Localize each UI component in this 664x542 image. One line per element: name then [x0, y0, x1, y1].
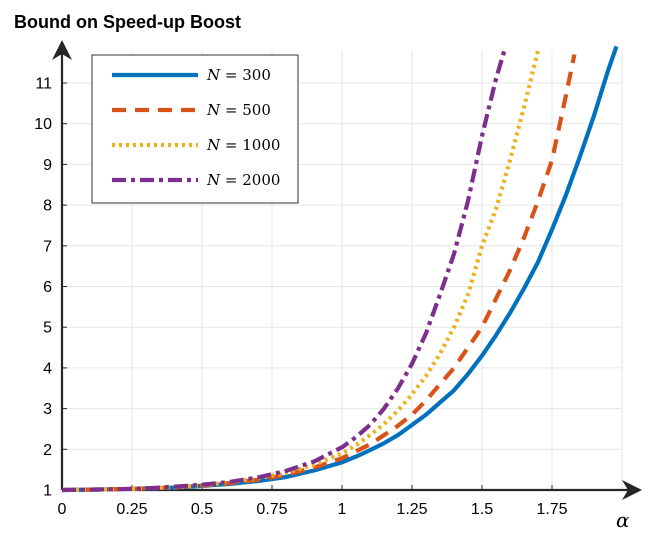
legend-label-variable: N [206, 171, 221, 189]
y-tick-label: 11 [35, 76, 52, 93]
x-tick-label: 1 [338, 501, 347, 518]
x-axis-label: α [616, 508, 630, 532]
legend-box [91, 54, 299, 204]
x-tick-label: 1.75 [536, 501, 567, 518]
series-line-4 [61, 49, 507, 493]
x-tick-label: 0 [58, 501, 67, 518]
y-tick-label: 2 [43, 442, 52, 459]
y-axis-arrow-icon [52, 40, 72, 60]
legend-label-variable: N [206, 66, 221, 84]
y-tick-label: 5 [43, 320, 52, 337]
y-tick-label: 10 [34, 116, 52, 133]
y-tick-label: 8 [43, 198, 52, 215]
data-series [61, 45, 619, 493]
tick-labels: 0 0.25 0.5 0.75 1 1.25 1.5 1.75 1 2 3 4 5 6 7 8 9 10 11 [34, 76, 567, 519]
x-tick-label: 1.25 [396, 501, 427, 518]
x-tick-label: 1.5 [471, 501, 493, 518]
x-tick-label: 0.75 [256, 501, 287, 518]
x-axis-arrow-icon [622, 480, 642, 500]
y-tick-label: 3 [43, 401, 52, 418]
chart-title: Bound on Speed-up Boost [14, 12, 241, 32]
y-tick-label: 9 [43, 157, 52, 174]
y-tick-label: 7 [43, 238, 52, 255]
legend-label-value: = 500 [220, 101, 271, 119]
x-tick-label: 0.5 [191, 501, 213, 518]
y-tick-label: 6 [43, 279, 52, 296]
legend-label: N = 2000 [206, 171, 280, 189]
legend-label-value: = 2000 [220, 171, 280, 189]
grid [62, 50, 623, 490]
legend-label: N = 300 [206, 66, 271, 84]
legend-label: N = 1000 [206, 136, 280, 154]
x-tick-label: 0.25 [116, 501, 147, 518]
legend-label-value: = 1000 [220, 136, 280, 154]
legend-label-value: = 300 [220, 66, 271, 84]
legend-label-variable: N [206, 136, 221, 154]
legend-label-variable: N [206, 101, 221, 119]
y-tick-label: 1 [43, 483, 52, 500]
y-tick-label: 4 [43, 360, 52, 377]
legend-label: N = 500 [206, 101, 271, 119]
